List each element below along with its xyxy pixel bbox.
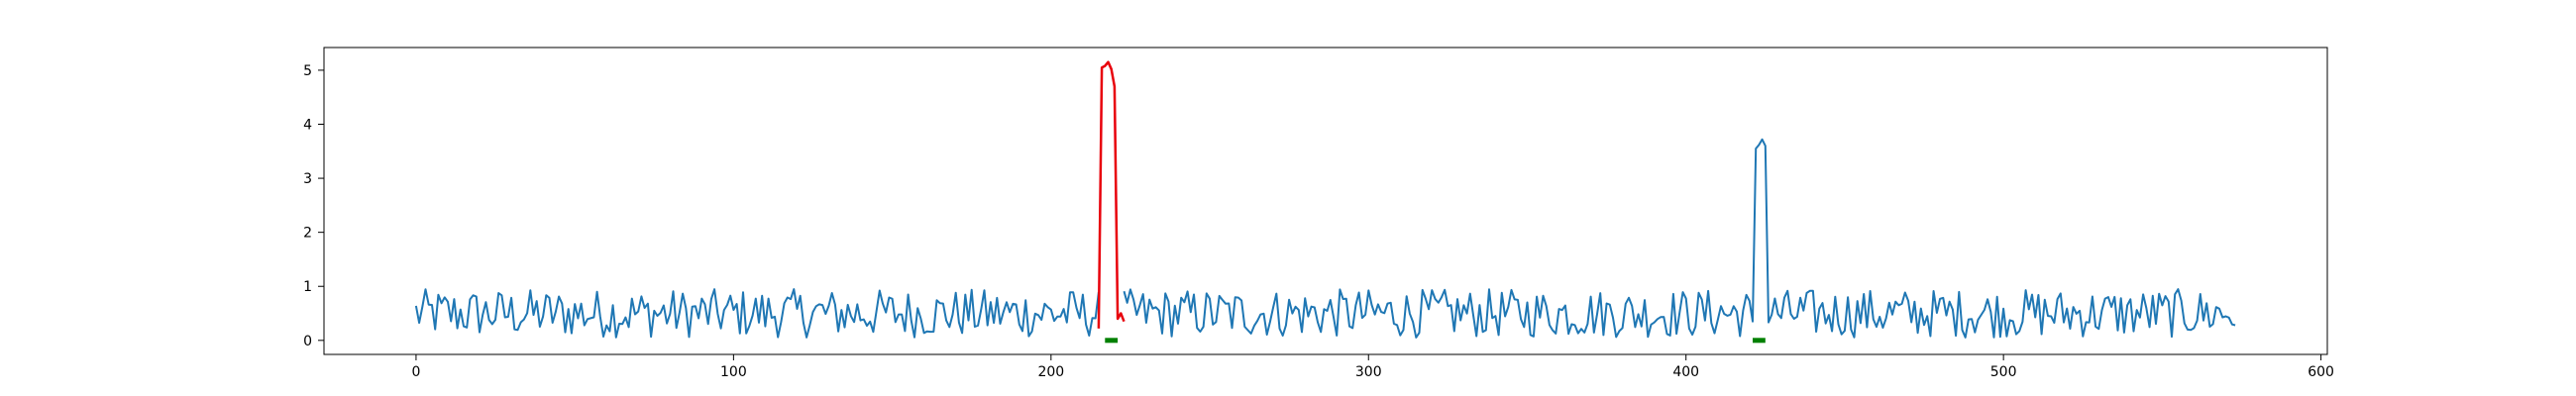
y-axis: 0 1 2 3 4 5	[303, 63, 324, 349]
plot-area	[324, 48, 2327, 354]
x-tick-label-2: 200	[1037, 364, 1064, 380]
plot-frame	[323, 47, 2328, 355]
highlight-line	[1097, 60, 1126, 329]
y-tick-label-2: 2	[303, 226, 312, 242]
x-tick-label-4: 400	[1672, 364, 1699, 380]
x-tick-label-6: 600	[2308, 364, 2334, 380]
x-tick-label-5: 500	[1990, 364, 2017, 380]
series-line-segment-1	[1123, 138, 2236, 339]
y-tick-label-4: 4	[303, 118, 312, 134]
series-line-segment-0	[414, 288, 1100, 339]
series-layer	[414, 60, 2236, 339]
x-axis: 0 100 200 300 400 500 600	[411, 354, 2334, 380]
x-tick-label-3: 300	[1355, 364, 1382, 380]
y-tick-label-3: 3	[303, 171, 312, 187]
x-tick-label-1: 100	[720, 364, 747, 380]
y-tick-label-5: 5	[303, 63, 312, 79]
x-tick-label-0: 0	[411, 364, 420, 380]
y-tick-label-1: 1	[303, 279, 312, 295]
y-tick-label-0: 0	[303, 334, 312, 349]
